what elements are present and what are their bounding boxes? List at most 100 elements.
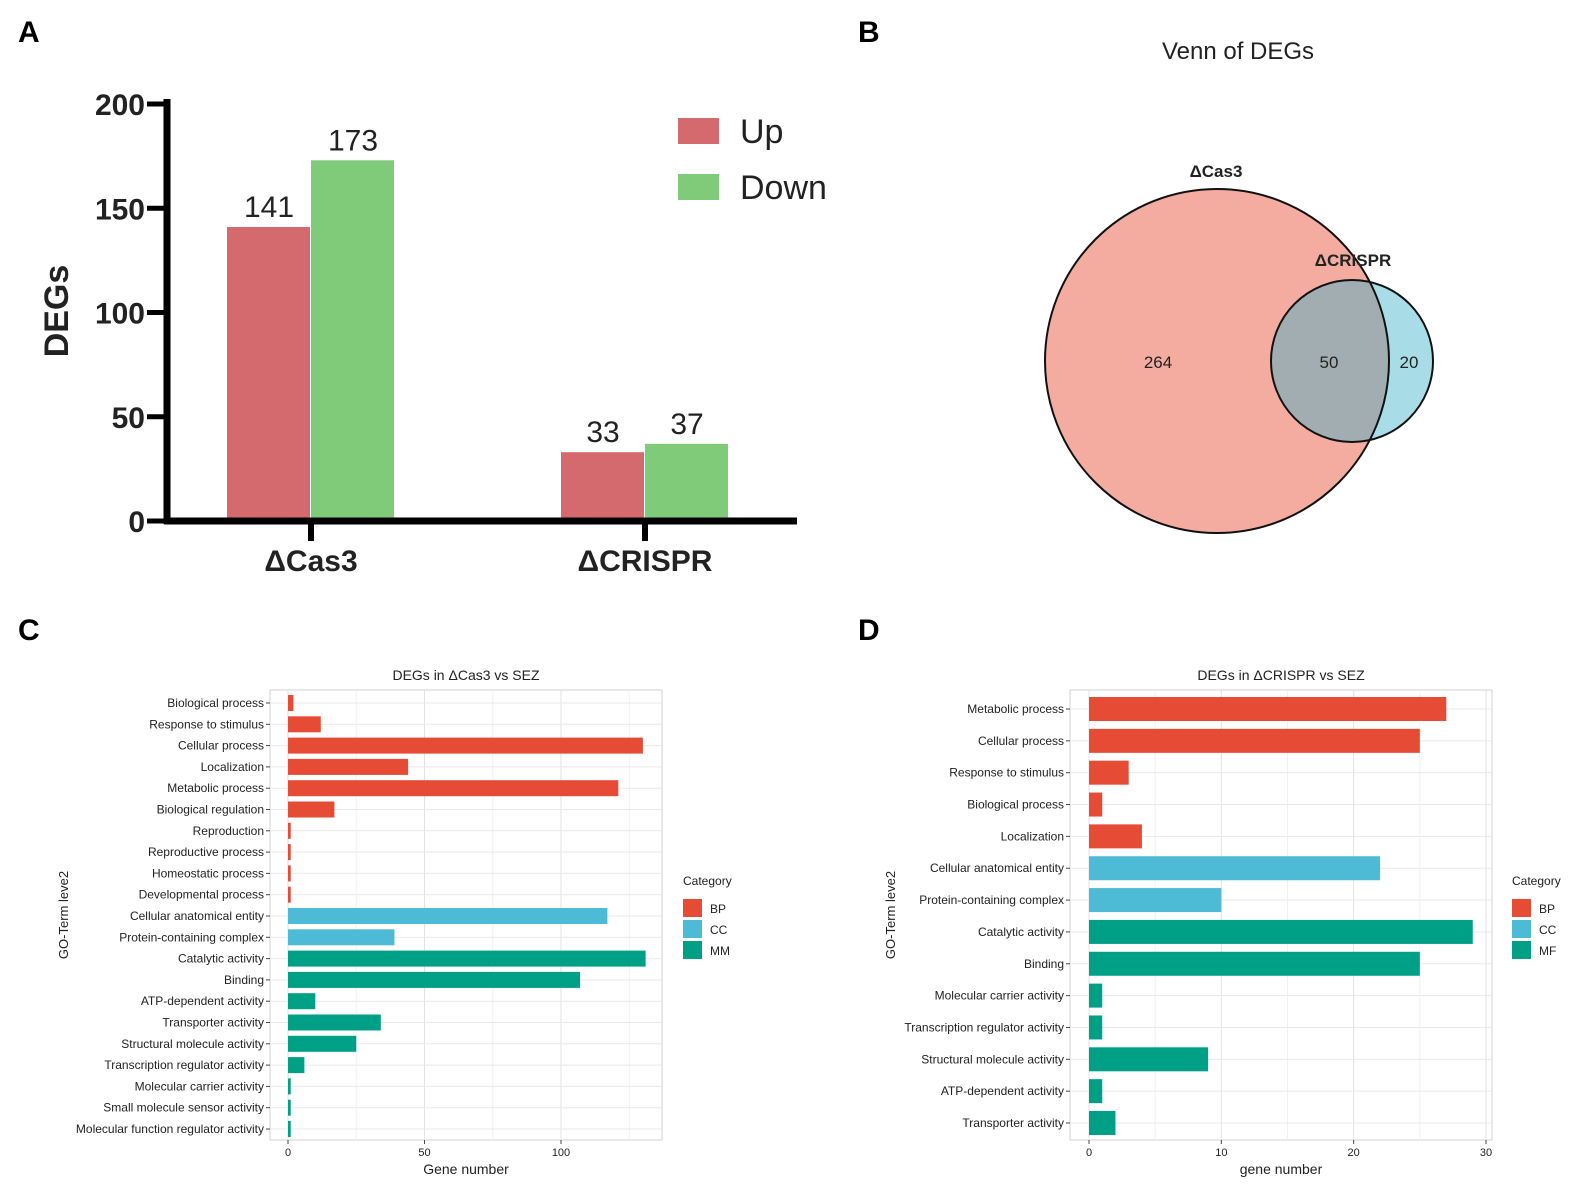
y-tick-label: Structural molecule activity: [121, 1037, 264, 1051]
y-tick-label: Transcription regulator activity: [904, 1020, 1064, 1034]
y-tick-label: 50: [112, 402, 145, 435]
bar-metabolic-process: [288, 780, 619, 797]
x-tick-label: 50: [418, 1147, 430, 1159]
y-tick-label: 150: [95, 193, 145, 226]
bar-biological-process: [288, 695, 294, 711]
bar-molecular-function-regulator-activity: [288, 1121, 291, 1137]
y-tick-label: Biological regulation: [157, 803, 264, 817]
y-tick-label: Cellular process: [178, 739, 264, 753]
legend-title: Category: [1512, 874, 1561, 888]
y-tick-label: Binding: [224, 973, 264, 987]
bar-atp-dependent-activity: [288, 993, 316, 1010]
y-tick-label: Protein-containing complex: [119, 930, 264, 944]
panel-d-go-bar-chart: 0 10 20 30 Metabolic process Cellular process…: [883, 667, 1561, 1177]
venn-set-label-crispr: ΔCRISPR: [1315, 251, 1391, 270]
bar-cellular-process: [1089, 728, 1420, 753]
bar-binding: [1089, 951, 1420, 976]
y-tick-label: Response to stimulus: [149, 717, 264, 731]
bar-transcription-regulator-activity: [288, 1057, 305, 1074]
bar-homeostatic-process: [288, 865, 291, 882]
plot-panel: [1069, 689, 1493, 1141]
bar-small-molecule-sensor-activity: [288, 1099, 291, 1116]
panel-a-bar-chart: 141 173 ΔCas3 33 37 ΔCRISPR 0 50 100 150 200 DEGs Up…: [38, 89, 827, 578]
y-tick-label: Reproduction: [193, 824, 264, 838]
panel-label-b: B: [858, 16, 880, 49]
bar-biological-process: [1089, 792, 1103, 817]
venn-count-crispr-only: 20: [1400, 353, 1419, 372]
panel-label-d: D: [858, 614, 880, 647]
bar-biological-regulation: [288, 801, 335, 818]
legend-label-mf: MF: [1539, 944, 1556, 958]
y-tick-label: Molecular carrier activity: [135, 1079, 264, 1093]
y-tick-label: Molecular carrier activity: [935, 989, 1064, 1003]
bar-developmental-process: [288, 886, 291, 903]
bar-protein-containing-complex: [288, 929, 395, 946]
bar-down-cas3: [311, 160, 394, 522]
y-axis-title: DEGs: [38, 265, 76, 358]
panel-label-a: A: [18, 16, 40, 49]
y-axis-title: GO-Term leve2: [56, 871, 71, 959]
y-tick-label: Homeostatic process: [152, 866, 264, 880]
x-tick-label: 100: [552, 1147, 570, 1159]
legend-swatch-bp: [683, 899, 702, 917]
bar-value-label: 33: [586, 416, 619, 449]
venn-set-label-cas3: ΔCas3: [1190, 162, 1243, 181]
x-tick-label: ΔCRISPR: [578, 545, 713, 578]
bar-value-label: 173: [328, 124, 378, 157]
bar-localization: [288, 758, 409, 775]
y-tick-label: Response to stimulus: [949, 766, 1064, 780]
bar-down-crispr: [645, 443, 728, 521]
legend-label-down: Down: [740, 169, 827, 207]
bar-reproduction: [288, 822, 291, 839]
y-tick-label: Catalytic activity: [978, 925, 1064, 939]
bar-reproductive-process: [288, 844, 291, 861]
y-tick-label: 0: [128, 506, 145, 539]
y-tick-label: Biological process: [167, 696, 264, 710]
x-tick-label: 30: [1480, 1147, 1492, 1159]
bar-atp-dependent-activity: [1089, 1079, 1103, 1104]
legend-swatch-mf: [1512, 941, 1531, 959]
x-tick-label: ΔCas3: [264, 545, 357, 578]
venn-circle-crispr-outline: [1270, 279, 1434, 443]
y-tick-label: Metabolic process: [167, 781, 264, 795]
y-tick-label: ATP-dependent activity: [141, 994, 264, 1008]
bar-catalytic-activity: [1089, 919, 1473, 944]
legend-label-cc: CC: [710, 923, 728, 937]
bar-transporter-activity: [288, 1014, 381, 1031]
bar-molecular-carrier-activity: [1089, 983, 1103, 1008]
y-tick-label: Metabolic process: [967, 702, 1064, 716]
bar-catalytic-activity: [288, 950, 646, 967]
legend-swatch-down: [678, 174, 719, 200]
x-tick-label: 10: [1215, 1147, 1227, 1159]
bar-response-to-stimulus: [288, 716, 321, 733]
venn-count-overlap: 50: [1320, 353, 1339, 372]
legend-title: Category: [683, 874, 732, 888]
y-tick-label: Protein-containing complex: [919, 893, 1064, 907]
y-tick-label: ATP-dependent activity: [941, 1084, 1064, 1098]
legend-label-bp: BP: [1539, 902, 1555, 916]
x-axis-title: gene number: [1240, 1161, 1323, 1177]
bar-up-crispr: [561, 452, 644, 521]
venn-circle-cas3: [1045, 189, 1389, 533]
bar-molecular-carrier-activity: [288, 1078, 291, 1095]
bar-up-cas3: [227, 227, 310, 521]
legend-label-cc: CC: [1539, 923, 1557, 937]
bar-cellular-process: [288, 737, 643, 754]
legend-swatch-cc: [1512, 920, 1531, 938]
legend-label-up: Up: [740, 113, 783, 151]
bar-binding: [288, 971, 581, 988]
bar-structural-molecule-activity: [288, 1035, 357, 1052]
bar-value-label: 141: [244, 191, 294, 224]
y-tick-label: Transporter activity: [162, 1016, 264, 1030]
venn-title: Venn of DEGs: [1162, 38, 1314, 65]
legend-swatch-bp: [1512, 899, 1531, 917]
y-tick-label: Small molecule sensor activity: [103, 1101, 264, 1115]
y-tick-label: Biological process: [967, 798, 1064, 812]
y-tick-label: 200: [95, 89, 145, 122]
legend-swatch-up: [678, 118, 719, 144]
y-tick-label: Structural molecule activity: [921, 1052, 1064, 1066]
y-tick-label: Cellular anatomical entity: [130, 909, 264, 923]
chart-title: DEGs in ΔCas3 vs SEZ: [392, 667, 540, 683]
y-tick-label: Binding: [1024, 957, 1064, 971]
